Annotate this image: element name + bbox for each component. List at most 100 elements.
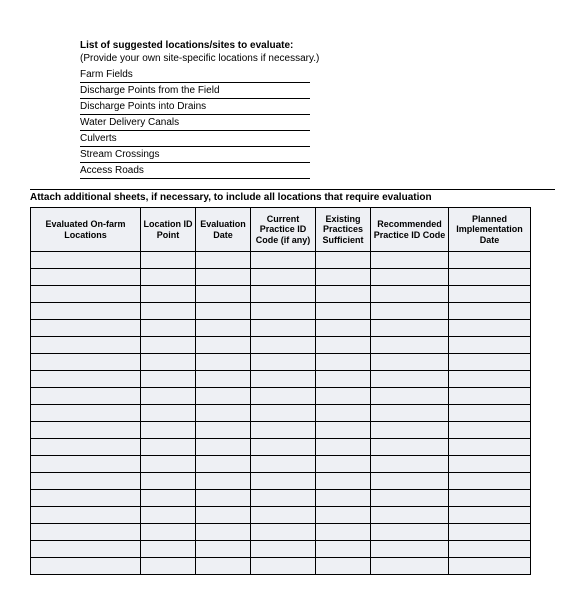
table-cell[interactable] [251,388,316,405]
table-cell[interactable] [251,320,316,337]
table-cell[interactable] [371,252,449,269]
table-cell[interactable] [141,337,196,354]
table-cell[interactable] [449,405,531,422]
table-cell[interactable] [449,337,531,354]
table-cell[interactable] [141,490,196,507]
table-cell[interactable] [196,337,251,354]
table-cell[interactable] [371,422,449,439]
table-cell[interactable] [251,541,316,558]
table-cell[interactable] [141,473,196,490]
table-cell[interactable] [316,507,371,524]
table-cell[interactable] [251,439,316,456]
table-cell[interactable] [196,524,251,541]
table-cell[interactable] [316,252,371,269]
table-cell[interactable] [316,541,371,558]
table-cell[interactable] [449,286,531,303]
table-cell[interactable] [449,303,531,320]
table-cell[interactable] [141,524,196,541]
table-cell[interactable] [31,490,141,507]
table-cell[interactable] [141,507,196,524]
table-cell[interactable] [316,354,371,371]
table-cell[interactable] [31,286,141,303]
table-cell[interactable] [371,524,449,541]
table-cell[interactable] [251,558,316,575]
table-cell[interactable] [31,303,141,320]
table-cell[interactable] [31,320,141,337]
table-cell[interactable] [449,252,531,269]
table-cell[interactable] [196,490,251,507]
table-cell[interactable] [196,541,251,558]
table-cell[interactable] [251,371,316,388]
table-cell[interactable] [371,337,449,354]
table-cell[interactable] [371,541,449,558]
table-cell[interactable] [31,337,141,354]
table-cell[interactable] [31,558,141,575]
table-cell[interactable] [449,558,531,575]
table-cell[interactable] [31,507,141,524]
table-cell[interactable] [31,388,141,405]
table-cell[interactable] [371,388,449,405]
table-cell[interactable] [371,303,449,320]
table-cell[interactable] [316,456,371,473]
table-cell[interactable] [196,558,251,575]
table-cell[interactable] [196,439,251,456]
table-cell[interactable] [449,490,531,507]
table-cell[interactable] [31,473,141,490]
table-cell[interactable] [141,320,196,337]
table-cell[interactable] [141,388,196,405]
table-cell[interactable] [251,269,316,286]
table-cell[interactable] [31,354,141,371]
table-cell[interactable] [141,269,196,286]
table-cell[interactable] [196,422,251,439]
table-cell[interactable] [251,405,316,422]
table-cell[interactable] [31,269,141,286]
table-cell[interactable] [449,507,531,524]
table-cell[interactable] [371,405,449,422]
table-cell[interactable] [196,303,251,320]
table-cell[interactable] [31,405,141,422]
table-cell[interactable] [371,371,449,388]
table-cell[interactable] [251,303,316,320]
table-cell[interactable] [251,456,316,473]
table-cell[interactable] [196,286,251,303]
table-cell[interactable] [196,388,251,405]
table-cell[interactable] [316,490,371,507]
table-cell[interactable] [316,422,371,439]
table-cell[interactable] [371,507,449,524]
table-cell[interactable] [371,558,449,575]
table-cell[interactable] [141,422,196,439]
table-cell[interactable] [141,252,196,269]
table-cell[interactable] [371,320,449,337]
table-cell[interactable] [31,252,141,269]
table-cell[interactable] [449,541,531,558]
table-cell[interactable] [141,354,196,371]
table-cell[interactable] [196,371,251,388]
table-cell[interactable] [371,439,449,456]
table-cell[interactable] [316,269,371,286]
table-cell[interactable] [141,558,196,575]
table-cell[interactable] [316,524,371,541]
table-cell[interactable] [196,354,251,371]
table-cell[interactable] [31,371,141,388]
table-cell[interactable] [449,388,531,405]
table-cell[interactable] [251,490,316,507]
table-cell[interactable] [196,269,251,286]
table-cell[interactable] [31,456,141,473]
table-cell[interactable] [449,320,531,337]
table-cell[interactable] [371,354,449,371]
table-cell[interactable] [251,286,316,303]
table-cell[interactable] [449,439,531,456]
table-cell[interactable] [316,337,371,354]
table-cell[interactable] [449,524,531,541]
table-cell[interactable] [196,507,251,524]
table-cell[interactable] [141,303,196,320]
table-cell[interactable] [141,405,196,422]
table-cell[interactable] [449,371,531,388]
table-cell[interactable] [251,337,316,354]
table-cell[interactable] [251,252,316,269]
table-cell[interactable] [449,473,531,490]
table-cell[interactable] [141,439,196,456]
table-cell[interactable] [316,371,371,388]
table-cell[interactable] [141,286,196,303]
table-cell[interactable] [371,269,449,286]
